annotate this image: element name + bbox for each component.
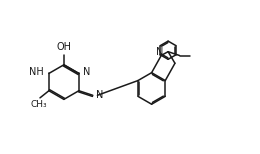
Text: N: N xyxy=(83,67,91,77)
Text: N: N xyxy=(96,90,103,100)
Text: OH: OH xyxy=(56,42,71,52)
Text: N: N xyxy=(156,47,164,57)
Text: NH: NH xyxy=(29,67,43,77)
Text: CH₃: CH₃ xyxy=(30,100,47,109)
